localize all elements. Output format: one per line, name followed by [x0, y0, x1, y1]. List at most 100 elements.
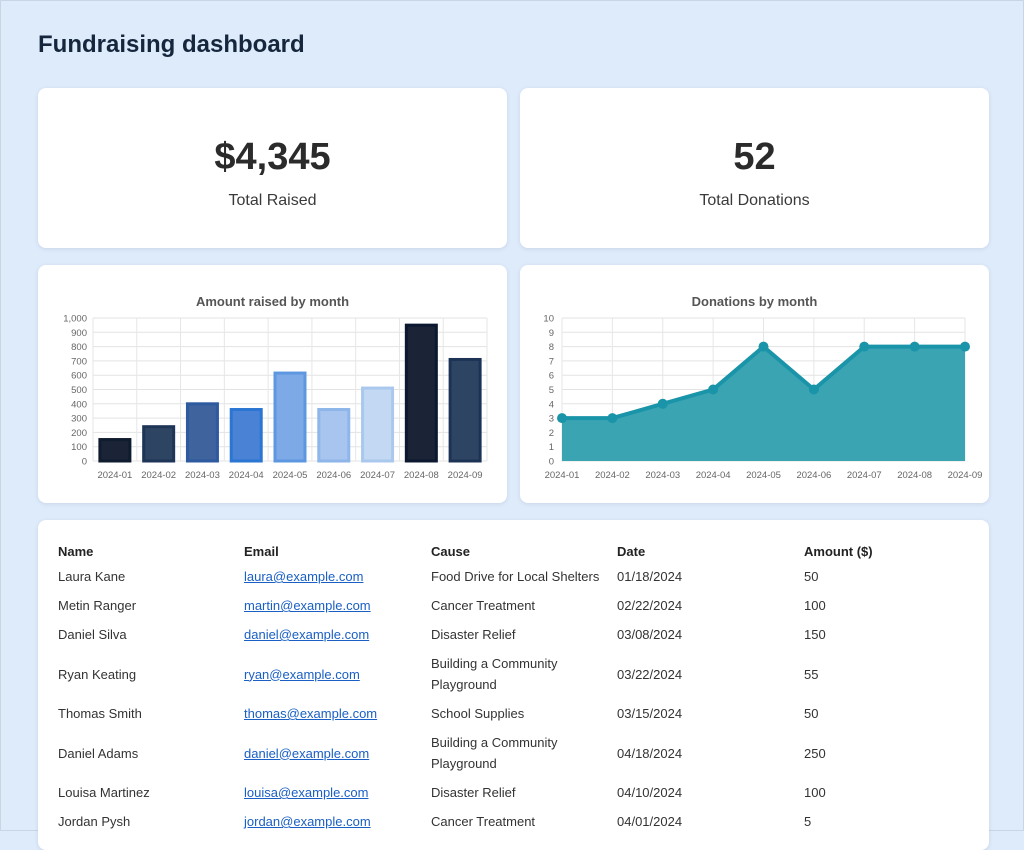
email-cell: ryan@example.com [244, 649, 431, 699]
y-tick-label: 10 [543, 314, 554, 325]
cause-cell: Cancer Treatment [431, 807, 617, 836]
amount-cell-text: 50 [804, 706, 819, 721]
point-2024-06 [808, 384, 819, 395]
header-name[interactable]: Name [58, 543, 94, 559]
x-tick-label: 2024-04 [229, 470, 264, 481]
total-donations-label: Total Donations [699, 192, 810, 209]
donations-table: Name Email Cause Date Amount ($) Laura K… [58, 540, 988, 836]
email-link[interactable]: daniel@example.com [244, 627, 370, 642]
date-cell: 01/18/2024 [617, 562, 804, 591]
point-2024-04 [708, 384, 719, 395]
x-tick-label: 2024-01 [97, 470, 132, 481]
x-tick-label: 2024-08 [404, 470, 439, 481]
name-cell: Daniel Adams [58, 728, 244, 778]
y-tick-label: 4 [549, 399, 554, 410]
header-amount[interactable]: Amount ($) [804, 543, 873, 559]
y-tick-label: 100 [71, 442, 87, 453]
table-row: Metin Ranger martin@example.com Cancer Tre… [58, 591, 988, 620]
email-link[interactable]: louisa@example.com [244, 785, 369, 800]
email-link[interactable]: jordan@example.com [244, 814, 371, 829]
table-row: Laura Kane laura@example.com Food Drive fo… [58, 562, 988, 591]
table-row: Ryan Keating ryan@example.com Building a C… [58, 649, 988, 699]
date-cell-text: 04/01/2024 [617, 814, 683, 829]
x-tick-label: 2024-09 [448, 470, 483, 481]
date-cell: 04/10/2024 [617, 778, 804, 807]
point-2024-09 [960, 341, 970, 352]
y-tick-label: 2 [549, 428, 554, 439]
date-cell: 03/08/2024 [617, 620, 804, 649]
y-tick-label: 1 [549, 442, 554, 453]
date-cell-text: 03/22/2024 [617, 666, 683, 682]
amount-cell: 150 [804, 620, 988, 649]
bar-2024-01 [98, 438, 132, 463]
point-2024-08 [909, 341, 920, 352]
name-cell: Ryan Keating [58, 649, 244, 699]
email-cell: jordan@example.com [244, 807, 431, 836]
table-row: Jordan Pysh jordan@example.com Cancer Trea… [58, 807, 988, 836]
email-link[interactable]: daniel@example.com [244, 745, 370, 761]
cause-cell: Building a Community Playground [431, 728, 617, 778]
y-tick-label: 200 [71, 428, 87, 439]
email-link[interactable]: laura@example.com [244, 569, 364, 584]
name-cell-text: Daniel Silva [58, 627, 127, 642]
name-cell: Jordan Pysh [58, 807, 244, 836]
email-link[interactable]: martin@example.com [244, 598, 371, 613]
y-tick-label: 400 [71, 399, 87, 410]
total-raised-value: $4,345 [214, 136, 331, 178]
x-tick-label: 2024-03 [645, 470, 680, 481]
name-cell: Louisa Martinez [58, 778, 244, 807]
y-tick-label: 5 [549, 385, 554, 396]
y-tick-label: 0 [549, 457, 554, 468]
y-tick-label: 7 [549, 356, 554, 367]
y-tick-label: 300 [71, 414, 87, 425]
header-cause[interactable]: Cause [431, 543, 471, 559]
total-donations-value: 52 [733, 136, 776, 178]
chart-title: Amount raised by month [196, 294, 349, 309]
bar-2024-08 [404, 323, 438, 463]
amount-cell-text: 150 [804, 627, 826, 642]
amount-cell-text: 100 [804, 598, 826, 613]
area-fill [562, 346, 965, 461]
total-donations-card: 52 Total Donations [520, 88, 989, 248]
name-cell-text: Louisa Martinez [58, 785, 150, 800]
date-cell: 03/22/2024 [617, 649, 804, 699]
date-cell: 04/01/2024 [617, 807, 804, 836]
email-link[interactable]: thomas@example.com [244, 706, 378, 721]
date-cell-text: 04/18/2024 [617, 745, 683, 761]
table-row: Thomas Smith thomas@example.com School Sup… [58, 699, 988, 728]
y-tick-label: 0 [82, 457, 87, 468]
header-email[interactable]: Email [244, 543, 279, 559]
table-row: Daniel Adams daniel@example.com Building a… [58, 728, 988, 778]
header-date[interactable]: Date [617, 543, 646, 559]
amount-cell: 100 [804, 778, 988, 807]
point-2024-05 [758, 341, 769, 352]
x-tick-label: 2024-07 [847, 470, 882, 481]
y-tick-label: 8 [549, 342, 554, 353]
cause-cell: Disaster Relief [431, 620, 617, 649]
y-tick-label: 9 [549, 328, 554, 339]
x-tick-label: 2024-05 [746, 470, 781, 481]
cause-cell-text: Food Drive for Local Shelters [431, 569, 600, 584]
x-tick-label: 2024-09 [948, 470, 983, 481]
x-tick-label: 2024-03 [185, 470, 220, 481]
date-cell-text: 03/08/2024 [617, 627, 683, 642]
total-raised-card: $4,345 Total Raised [38, 88, 507, 248]
amount-cell: 55 [804, 649, 988, 699]
amount-cell-text: 50 [804, 569, 819, 584]
cause-cell-text: School Supplies [431, 706, 525, 721]
name-cell: Daniel Silva [58, 620, 244, 649]
email-cell: thomas@example.com [244, 699, 431, 728]
cause-cell-text: Building a Community Playground [431, 656, 558, 692]
bar-2024-03 [185, 402, 219, 463]
cause-cell: Food Drive for Local Shelters [431, 562, 617, 591]
donations-by-month-card: Donations by month 0 1 2 3 4 5 6 7 8 9 10 2024-01 202… [520, 265, 989, 503]
total-raised-label: Total Raised [228, 192, 317, 209]
email-link[interactable]: ryan@example.com [244, 666, 360, 682]
name-cell-text: Thomas Smith [58, 706, 142, 721]
x-tick-label: 2024-04 [696, 470, 731, 481]
x-tick-label: 2024-02 [141, 470, 176, 481]
bar-2024-05 [273, 371, 307, 463]
y-tick-label: 900 [71, 328, 87, 339]
amount-cell-text: 55 [804, 666, 819, 682]
donations-table-card: Name Email Cause Date Amount ($) Laura K… [38, 520, 989, 850]
